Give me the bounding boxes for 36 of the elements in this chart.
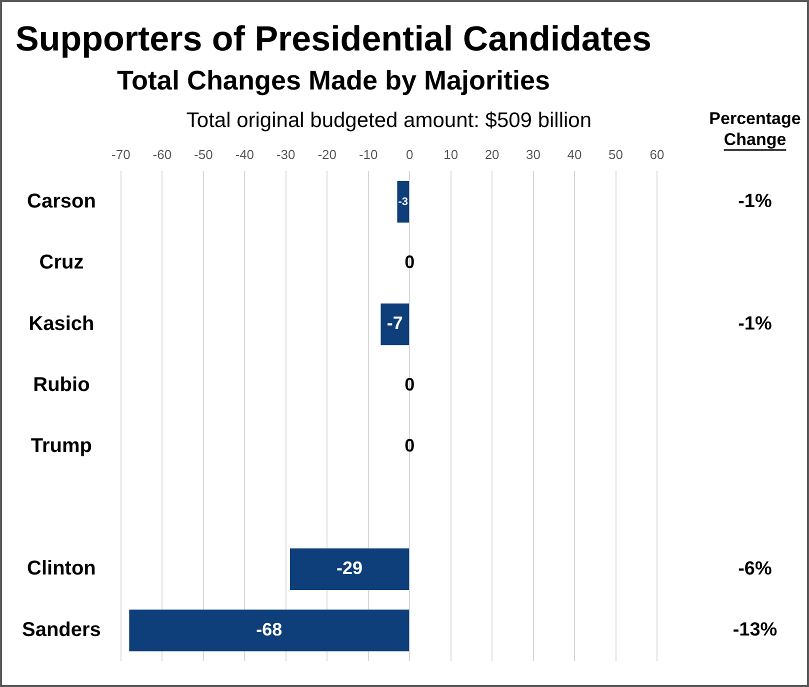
x-tick-label: 60: [650, 146, 664, 162]
x-tick-label: 20: [484, 146, 500, 162]
x-tick-label: 10: [444, 146, 458, 162]
y-tick-label: Sanders: [22, 618, 101, 641]
y-tick-label: Clinton: [27, 558, 96, 580]
x-tick-label: 40: [567, 146, 582, 162]
text: -1%: [738, 191, 772, 212]
x-tick-label: -30: [276, 146, 296, 162]
x-tick-label: -60: [152, 146, 172, 162]
x-tick-label: 30: [526, 146, 541, 162]
y-tick-label: Rubio: [33, 374, 90, 396]
chart-subtitle: Total Changes Made by Majorities: [116, 66, 550, 96]
x-tick-label: 0: [406, 146, 414, 162]
data-label: -7: [386, 313, 403, 334]
x-axis-title: Total original budgeted amount: $509 billion: [186, 108, 592, 132]
x-tick-label: -50: [194, 146, 213, 162]
y-tick-label: Cruz: [39, 252, 84, 274]
x-tick-label: -40: [235, 146, 254, 162]
data-label: -29: [336, 558, 363, 578]
y-tick-label: Carson: [27, 190, 96, 212]
data-label: 0: [404, 374, 415, 394]
x-tick-label: -20: [318, 146, 337, 162]
y-tick-label: Kasich: [28, 312, 94, 335]
text: -6%: [738, 558, 772, 580]
x-tick-label: 50: [608, 146, 623, 162]
text: Percentage Change: [709, 108, 801, 149]
data-label: 0: [404, 252, 415, 272]
text: -13%: [732, 620, 778, 641]
x-tick-label: -10: [358, 146, 378, 162]
data-label: -3: [398, 196, 408, 208]
text: -1%: [738, 313, 772, 334]
y-tick-label: Trump: [30, 435, 92, 458]
data-label: 0: [404, 436, 415, 456]
data-label: -68: [256, 619, 282, 640]
x-tick-label: -70: [112, 146, 130, 162]
chart-title: Supporters of Presidential Candidates: [16, 20, 652, 59]
